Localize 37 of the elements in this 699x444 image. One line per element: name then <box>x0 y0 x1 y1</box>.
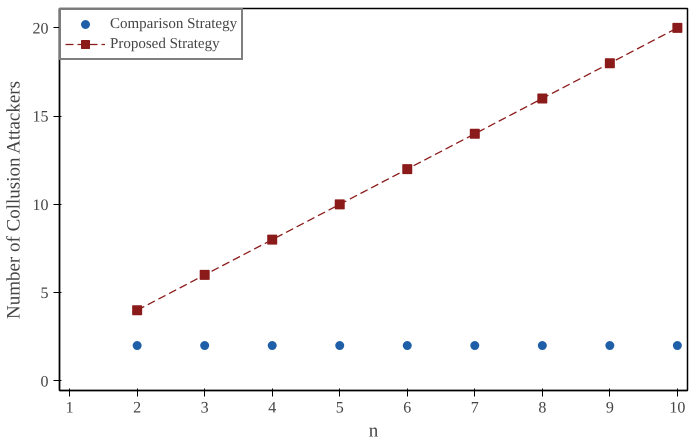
point <box>132 341 142 350</box>
point <box>605 341 614 350</box>
point <box>402 164 412 174</box>
point <box>402 341 412 350</box>
x-tick-label: 10 <box>669 400 686 416</box>
point <box>672 22 682 33</box>
point <box>200 270 210 280</box>
point <box>672 341 682 350</box>
x-tick-label: 5 <box>336 400 344 416</box>
x-tick-label: 8 <box>538 400 546 416</box>
point <box>335 341 344 350</box>
x-tick-label: 1 <box>66 400 74 416</box>
point <box>334 199 345 210</box>
x-tick-label: 2 <box>133 400 142 416</box>
point <box>132 305 142 316</box>
x-tick-label: 3 <box>200 400 209 416</box>
x-tick-label: 9 <box>606 400 614 416</box>
x-axis-title: n <box>368 420 379 442</box>
legend-label: Proposed Strategy <box>110 36 220 52</box>
y-tick-label: 20 <box>32 20 48 38</box>
legend-label: Comparison Strategy <box>110 16 238 32</box>
x-tick-label: 4 <box>268 400 276 416</box>
point <box>470 128 480 139</box>
x-tick-label: 7 <box>470 400 479 416</box>
point <box>604 58 615 68</box>
x-tick-label: 6 <box>403 400 412 416</box>
point <box>268 341 277 350</box>
point <box>267 234 278 245</box>
point <box>470 341 480 350</box>
y-tick-label: 5 <box>40 285 48 302</box>
y-tick-label: 15 <box>32 108 48 126</box>
y-tick-label: 10 <box>32 196 48 214</box>
y-tick-label: 0 <box>40 373 48 390</box>
point <box>538 341 547 350</box>
point <box>200 341 210 350</box>
point <box>537 93 548 104</box>
y-axis-title: Number of Collusion Attackers <box>4 81 24 320</box>
